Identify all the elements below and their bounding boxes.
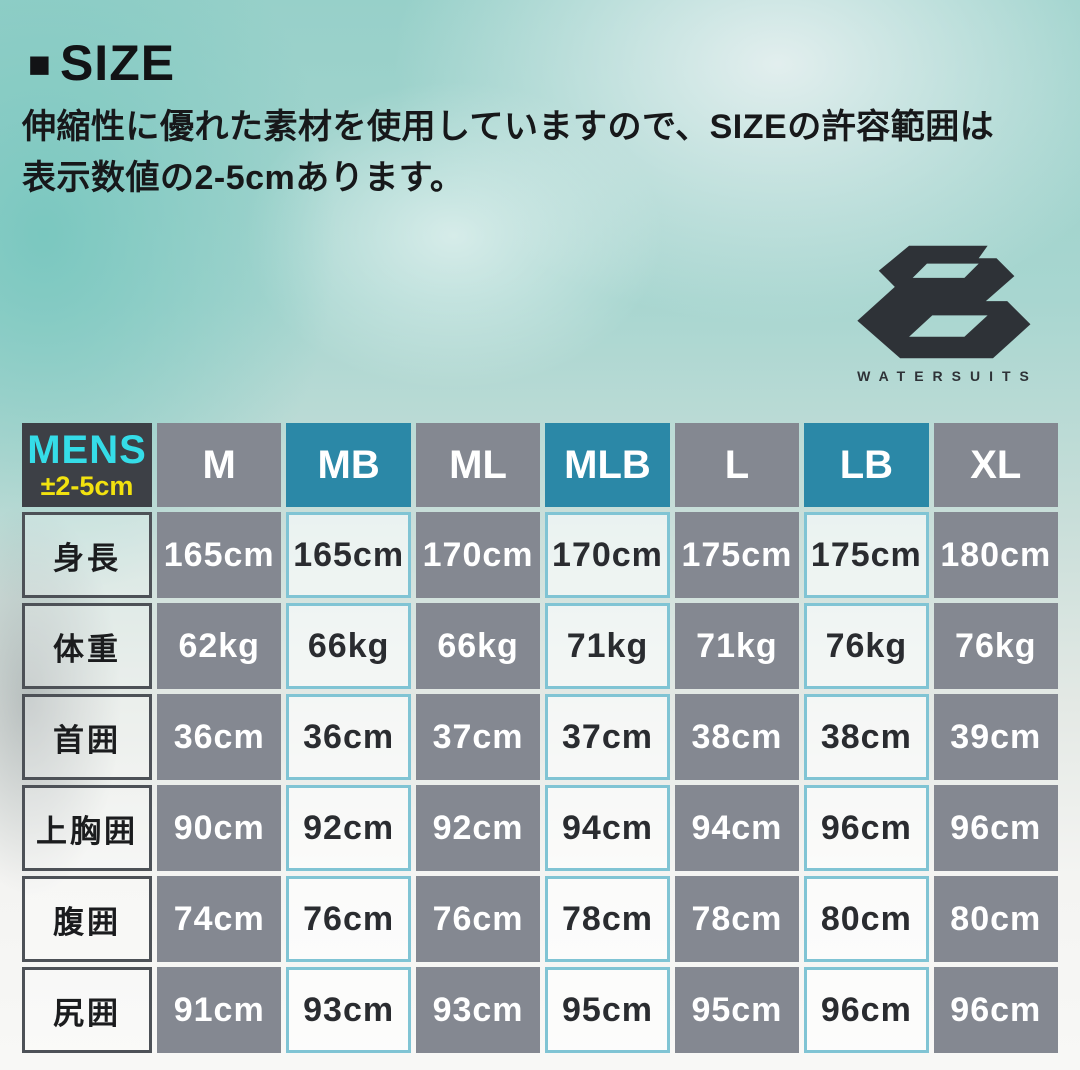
col-header-m: M bbox=[157, 423, 282, 507]
page-title: ■ SIZE bbox=[28, 34, 175, 92]
cell-chest-ml: 92cm bbox=[415, 785, 541, 871]
cell-chest-lb: 96cm bbox=[804, 785, 929, 871]
cell-waist-ml: 76cm bbox=[415, 876, 541, 962]
cell-neck-ml: 37cm bbox=[415, 694, 541, 780]
cell-height-mb: 165cm bbox=[286, 512, 411, 598]
col-header-mb: MB bbox=[286, 423, 411, 507]
cell-waist-xl: 80cm bbox=[933, 876, 1058, 962]
row-label-chest: 上胸囲 bbox=[22, 785, 152, 871]
cell-hip-mb: 93cm bbox=[286, 967, 411, 1053]
col-header-lb: LB bbox=[804, 423, 929, 507]
cell-chest-xl: 96cm bbox=[933, 785, 1058, 871]
cell-neck-mb: 36cm bbox=[286, 694, 411, 780]
cell-height-m: 165cm bbox=[157, 512, 282, 598]
cell-neck-m: 36cm bbox=[157, 694, 282, 780]
cell-chest-l: 94cm bbox=[674, 785, 800, 871]
row-label-neck: 首囲 bbox=[22, 694, 152, 780]
cell-weight-l: 71kg bbox=[674, 603, 800, 689]
cell-waist-mlb: 78cm bbox=[545, 876, 670, 962]
row-label-weight: 体重 bbox=[22, 603, 152, 689]
size-table: MENS ±2-5cm M MB ML MLB L LB XL 身長 165cm… bbox=[22, 423, 1058, 1053]
cell-hip-xl: 96cm bbox=[933, 967, 1058, 1053]
row-label-hip: 尻囲 bbox=[22, 967, 152, 1053]
col-header-xl: XL bbox=[933, 423, 1058, 507]
cell-waist-mb: 76cm bbox=[286, 876, 411, 962]
page-title-text: SIZE bbox=[59, 35, 176, 91]
table-corner-mens: MENS ±2-5cm bbox=[22, 423, 152, 507]
cell-neck-mlb: 37cm bbox=[545, 694, 670, 780]
row-label-height: 身長 bbox=[22, 512, 152, 598]
cell-waist-m: 74cm bbox=[157, 876, 282, 962]
cell-height-lb: 175cm bbox=[804, 512, 929, 598]
cell-neck-lb: 38cm bbox=[804, 694, 929, 780]
cell-hip-lb: 96cm bbox=[804, 967, 929, 1053]
col-header-ml: ML bbox=[415, 423, 541, 507]
cell-height-xl: 180cm bbox=[933, 512, 1058, 598]
cell-height-mlb: 170cm bbox=[545, 512, 670, 598]
brand-name: WATERSUITS bbox=[857, 368, 1038, 384]
row-label-waist: 腹囲 bbox=[22, 876, 152, 962]
corner-gender-label: MENS bbox=[27, 427, 147, 472]
cell-weight-mb: 66kg bbox=[286, 603, 411, 689]
cell-hip-ml: 93cm bbox=[415, 967, 541, 1053]
cell-hip-m: 91cm bbox=[157, 967, 282, 1053]
col-header-mlb: MLB bbox=[545, 423, 670, 507]
cell-weight-m: 62kg bbox=[157, 603, 282, 689]
cell-weight-mlb: 71kg bbox=[545, 603, 670, 689]
description-line-2: 表示数値の2-5cmあります。 bbox=[22, 159, 465, 197]
size-description: 伸縮性に優れた素材を使用していますので、SIZEの許容範囲は 表示数値の2-5c… bbox=[22, 102, 994, 204]
col-header-l: L bbox=[674, 423, 800, 507]
cell-weight-xl: 76kg bbox=[933, 603, 1058, 689]
square-bullet-icon: ■ bbox=[28, 44, 52, 86]
cell-weight-lb: 76kg bbox=[804, 603, 929, 689]
cell-weight-ml: 66kg bbox=[415, 603, 541, 689]
cell-hip-l: 95cm bbox=[674, 967, 800, 1053]
corner-tolerance-label: ±2-5cm bbox=[40, 471, 134, 502]
cell-waist-lb: 80cm bbox=[804, 876, 929, 962]
cell-height-ml: 170cm bbox=[415, 512, 541, 598]
brand-logo: WATERSUITS bbox=[836, 244, 1050, 384]
cell-chest-mb: 92cm bbox=[286, 785, 411, 871]
cell-hip-mlb: 95cm bbox=[545, 967, 670, 1053]
cell-height-l: 175cm bbox=[674, 512, 800, 598]
description-line-1: 伸縮性に優れた素材を使用していますので、SIZEの許容範囲は bbox=[22, 108, 995, 146]
cell-chest-m: 90cm bbox=[157, 785, 282, 871]
cell-waist-l: 78cm bbox=[674, 876, 800, 962]
cell-chest-mlb: 94cm bbox=[545, 785, 670, 871]
b-hexagon-logo-icon bbox=[857, 245, 1031, 359]
cell-neck-xl: 39cm bbox=[933, 694, 1058, 780]
cell-neck-l: 38cm bbox=[674, 694, 800, 780]
